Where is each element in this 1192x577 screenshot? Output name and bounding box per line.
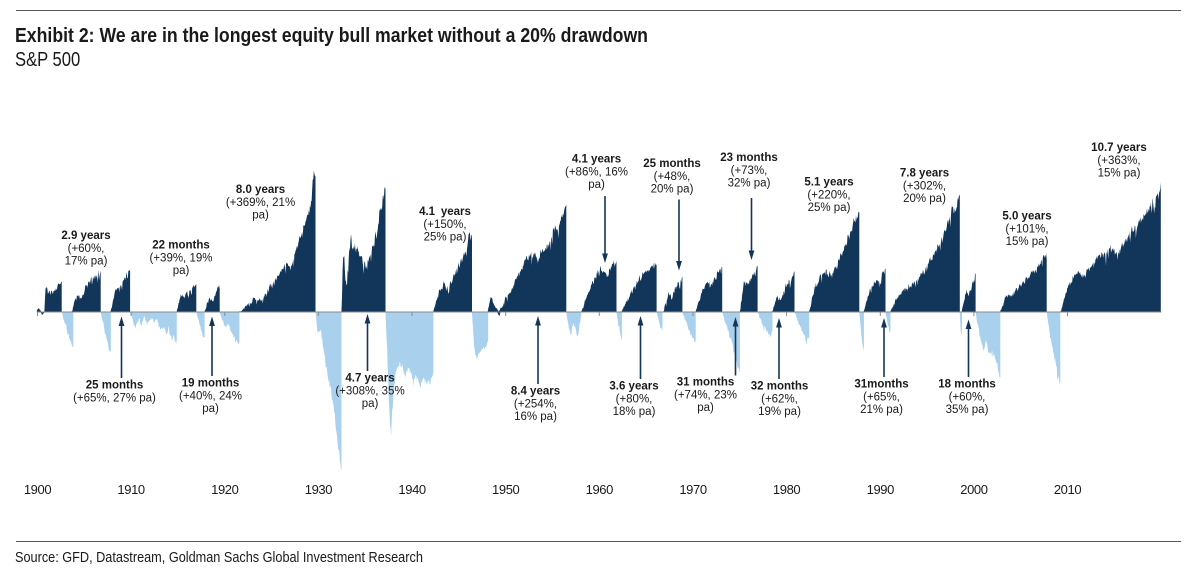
svg-text:pa): pa) bbox=[173, 265, 190, 277]
svg-text:(+220%,: (+220%, bbox=[807, 189, 850, 201]
svg-text:3.6 years: 3.6 years bbox=[609, 380, 658, 392]
svg-text:(+369%, 21%: (+369%, 21% bbox=[226, 197, 295, 209]
svg-text:4.1 years: 4.1 years bbox=[419, 206, 471, 218]
svg-text:32 months: 32 months bbox=[751, 380, 809, 392]
svg-text:(+73%,: (+73%, bbox=[731, 165, 768, 177]
svg-text:(+48%,: (+48%, bbox=[654, 171, 691, 183]
svg-text:pa): pa) bbox=[252, 210, 269, 222]
svg-text:(+254%,: (+254%, bbox=[514, 398, 557, 410]
svg-text:18 months: 18 months bbox=[938, 378, 996, 390]
svg-text:18% pa): 18% pa) bbox=[613, 406, 656, 418]
svg-text:(+60%,: (+60%, bbox=[68, 243, 105, 255]
svg-text:10.7 years: 10.7 years bbox=[1091, 142, 1147, 154]
svg-text:(+39%, 19%: (+39%, 19% bbox=[150, 252, 213, 264]
svg-text:7.8 years: 7.8 years bbox=[900, 167, 949, 179]
svg-text:4.7 years: 4.7 years bbox=[345, 372, 394, 384]
svg-text:35% pa): 35% pa) bbox=[946, 404, 989, 416]
svg-text:15% pa): 15% pa) bbox=[1098, 168, 1141, 180]
svg-text:(+302%,: (+302%, bbox=[903, 180, 946, 192]
svg-text:25 months: 25 months bbox=[643, 158, 701, 170]
svg-text:31months: 31months bbox=[854, 378, 908, 390]
svg-text:1960: 1960 bbox=[586, 482, 613, 497]
svg-text:(+80%,: (+80%, bbox=[616, 393, 653, 405]
svg-text:2.9 years: 2.9 years bbox=[61, 230, 110, 242]
svg-text:23 months: 23 months bbox=[720, 152, 778, 164]
svg-text:pa): pa) bbox=[697, 402, 714, 414]
svg-text:1990: 1990 bbox=[867, 482, 894, 497]
svg-text:(+65%, 27% pa): (+65%, 27% pa) bbox=[73, 392, 156, 404]
svg-text:(+86%, 16%: (+86%, 16% bbox=[565, 166, 628, 178]
svg-text:pa): pa) bbox=[588, 179, 605, 191]
svg-text:22 months: 22 months bbox=[152, 239, 210, 251]
svg-text:25% pa): 25% pa) bbox=[808, 202, 851, 214]
svg-text:5.0 years: 5.0 years bbox=[1002, 210, 1051, 222]
svg-text:1950: 1950 bbox=[492, 482, 519, 497]
svg-text:(+150%,: (+150%, bbox=[423, 219, 466, 231]
svg-text:5.1 years: 5.1 years bbox=[804, 176, 853, 188]
svg-text:pa): pa) bbox=[202, 403, 219, 415]
svg-text:1910: 1910 bbox=[117, 482, 144, 497]
svg-text:(+65%,: (+65%, bbox=[863, 391, 900, 403]
svg-text:31 months: 31 months bbox=[677, 376, 735, 388]
svg-text:17% pa): 17% pa) bbox=[65, 256, 108, 268]
svg-text:25% pa): 25% pa) bbox=[424, 232, 467, 244]
svg-text:1940: 1940 bbox=[398, 482, 425, 497]
svg-text:1900: 1900 bbox=[24, 482, 51, 497]
svg-text:19 months: 19 months bbox=[182, 377, 240, 389]
svg-text:4.1 years: 4.1 years bbox=[572, 153, 621, 165]
svg-text:(+60%,: (+60%, bbox=[949, 391, 986, 403]
svg-text:20% pa): 20% pa) bbox=[903, 193, 946, 205]
svg-text:25 months: 25 months bbox=[86, 379, 144, 391]
svg-text:1920: 1920 bbox=[211, 482, 238, 497]
svg-text:pa): pa) bbox=[362, 398, 379, 410]
svg-text:1980: 1980 bbox=[773, 482, 800, 497]
svg-text:(+40%, 24%: (+40%, 24% bbox=[179, 390, 242, 402]
svg-text:2000: 2000 bbox=[960, 482, 987, 497]
svg-text:(+363%,: (+363%, bbox=[1097, 155, 1140, 167]
svg-text:8.0 years: 8.0 years bbox=[236, 184, 285, 196]
svg-text:(+101%,: (+101%, bbox=[1005, 223, 1048, 235]
svg-text:16% pa): 16% pa) bbox=[514, 411, 557, 423]
svg-text:(+62%,: (+62%, bbox=[761, 393, 798, 405]
svg-text:(+74%, 23%: (+74%, 23% bbox=[674, 389, 737, 401]
svg-text:2010: 2010 bbox=[1054, 482, 1081, 497]
svg-text:20% pa): 20% pa) bbox=[651, 184, 694, 196]
svg-text:15% pa): 15% pa) bbox=[1006, 236, 1049, 248]
svg-text:19% pa): 19% pa) bbox=[758, 406, 801, 418]
svg-text:8.4 years: 8.4 years bbox=[511, 385, 560, 397]
svg-text:1930: 1930 bbox=[305, 482, 332, 497]
svg-text:1970: 1970 bbox=[679, 482, 706, 497]
svg-text:32% pa): 32% pa) bbox=[728, 178, 771, 190]
svg-text:21% pa): 21% pa) bbox=[860, 404, 903, 416]
svg-text:(+308%, 35%: (+308%, 35% bbox=[335, 385, 404, 397]
